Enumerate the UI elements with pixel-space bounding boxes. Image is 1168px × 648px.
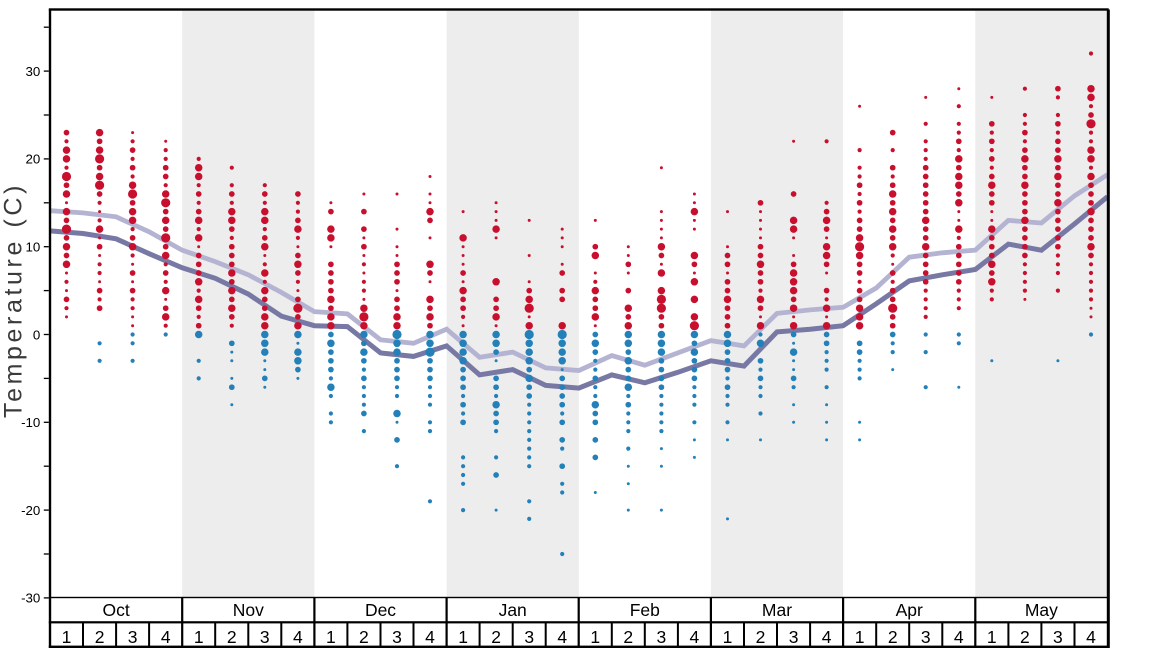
svg-text:-10: -10: [21, 415, 40, 430]
svg-text:2: 2: [1020, 627, 1030, 647]
svg-text:1: 1: [855, 627, 865, 647]
svg-text:1: 1: [458, 627, 468, 647]
svg-text:2: 2: [623, 627, 633, 647]
svg-text:2: 2: [227, 627, 237, 647]
svg-text:Oct: Oct: [102, 600, 129, 620]
svg-text:10: 10: [26, 240, 41, 255]
svg-text:3: 3: [260, 627, 270, 647]
svg-text:Apr: Apr: [896, 600, 923, 620]
svg-text:1: 1: [590, 627, 600, 647]
svg-text:4: 4: [822, 627, 832, 647]
svg-text:1: 1: [723, 627, 733, 647]
svg-text:3: 3: [657, 627, 667, 647]
svg-text:4: 4: [1086, 627, 1096, 647]
svg-text:Jan: Jan: [499, 600, 527, 620]
svg-text:3: 3: [392, 627, 402, 647]
svg-text:4: 4: [425, 627, 435, 647]
svg-text:-20: -20: [21, 503, 40, 518]
svg-text:2: 2: [756, 627, 766, 647]
svg-text:3: 3: [921, 627, 931, 647]
svg-text:4: 4: [293, 627, 303, 647]
svg-text:3: 3: [128, 627, 138, 647]
svg-text:1: 1: [194, 627, 204, 647]
svg-text:3: 3: [789, 627, 799, 647]
svg-text:Feb: Feb: [630, 600, 660, 620]
svg-text:Dec: Dec: [365, 600, 396, 620]
svg-text:Temperature (C): Temperature (C): [0, 182, 28, 418]
svg-text:Nov: Nov: [233, 600, 264, 620]
svg-text:2: 2: [359, 627, 369, 647]
svg-text:3: 3: [1053, 627, 1063, 647]
svg-text:4: 4: [954, 627, 964, 647]
svg-text:-30: -30: [21, 591, 40, 606]
svg-text:2: 2: [491, 627, 501, 647]
svg-text:2: 2: [888, 627, 898, 647]
svg-text:1: 1: [987, 627, 997, 647]
svg-text:2: 2: [95, 627, 105, 647]
svg-text:Mar: Mar: [762, 600, 792, 620]
svg-text:1: 1: [62, 627, 72, 647]
svg-text:30: 30: [26, 64, 41, 79]
svg-text:May: May: [1025, 600, 1058, 620]
svg-text:20: 20: [26, 152, 41, 167]
svg-text:4: 4: [690, 627, 700, 647]
svg-text:1: 1: [326, 627, 336, 647]
svg-text:4: 4: [557, 627, 567, 647]
svg-text:4: 4: [161, 627, 171, 647]
svg-text:0: 0: [33, 327, 40, 342]
svg-text:3: 3: [524, 627, 534, 647]
